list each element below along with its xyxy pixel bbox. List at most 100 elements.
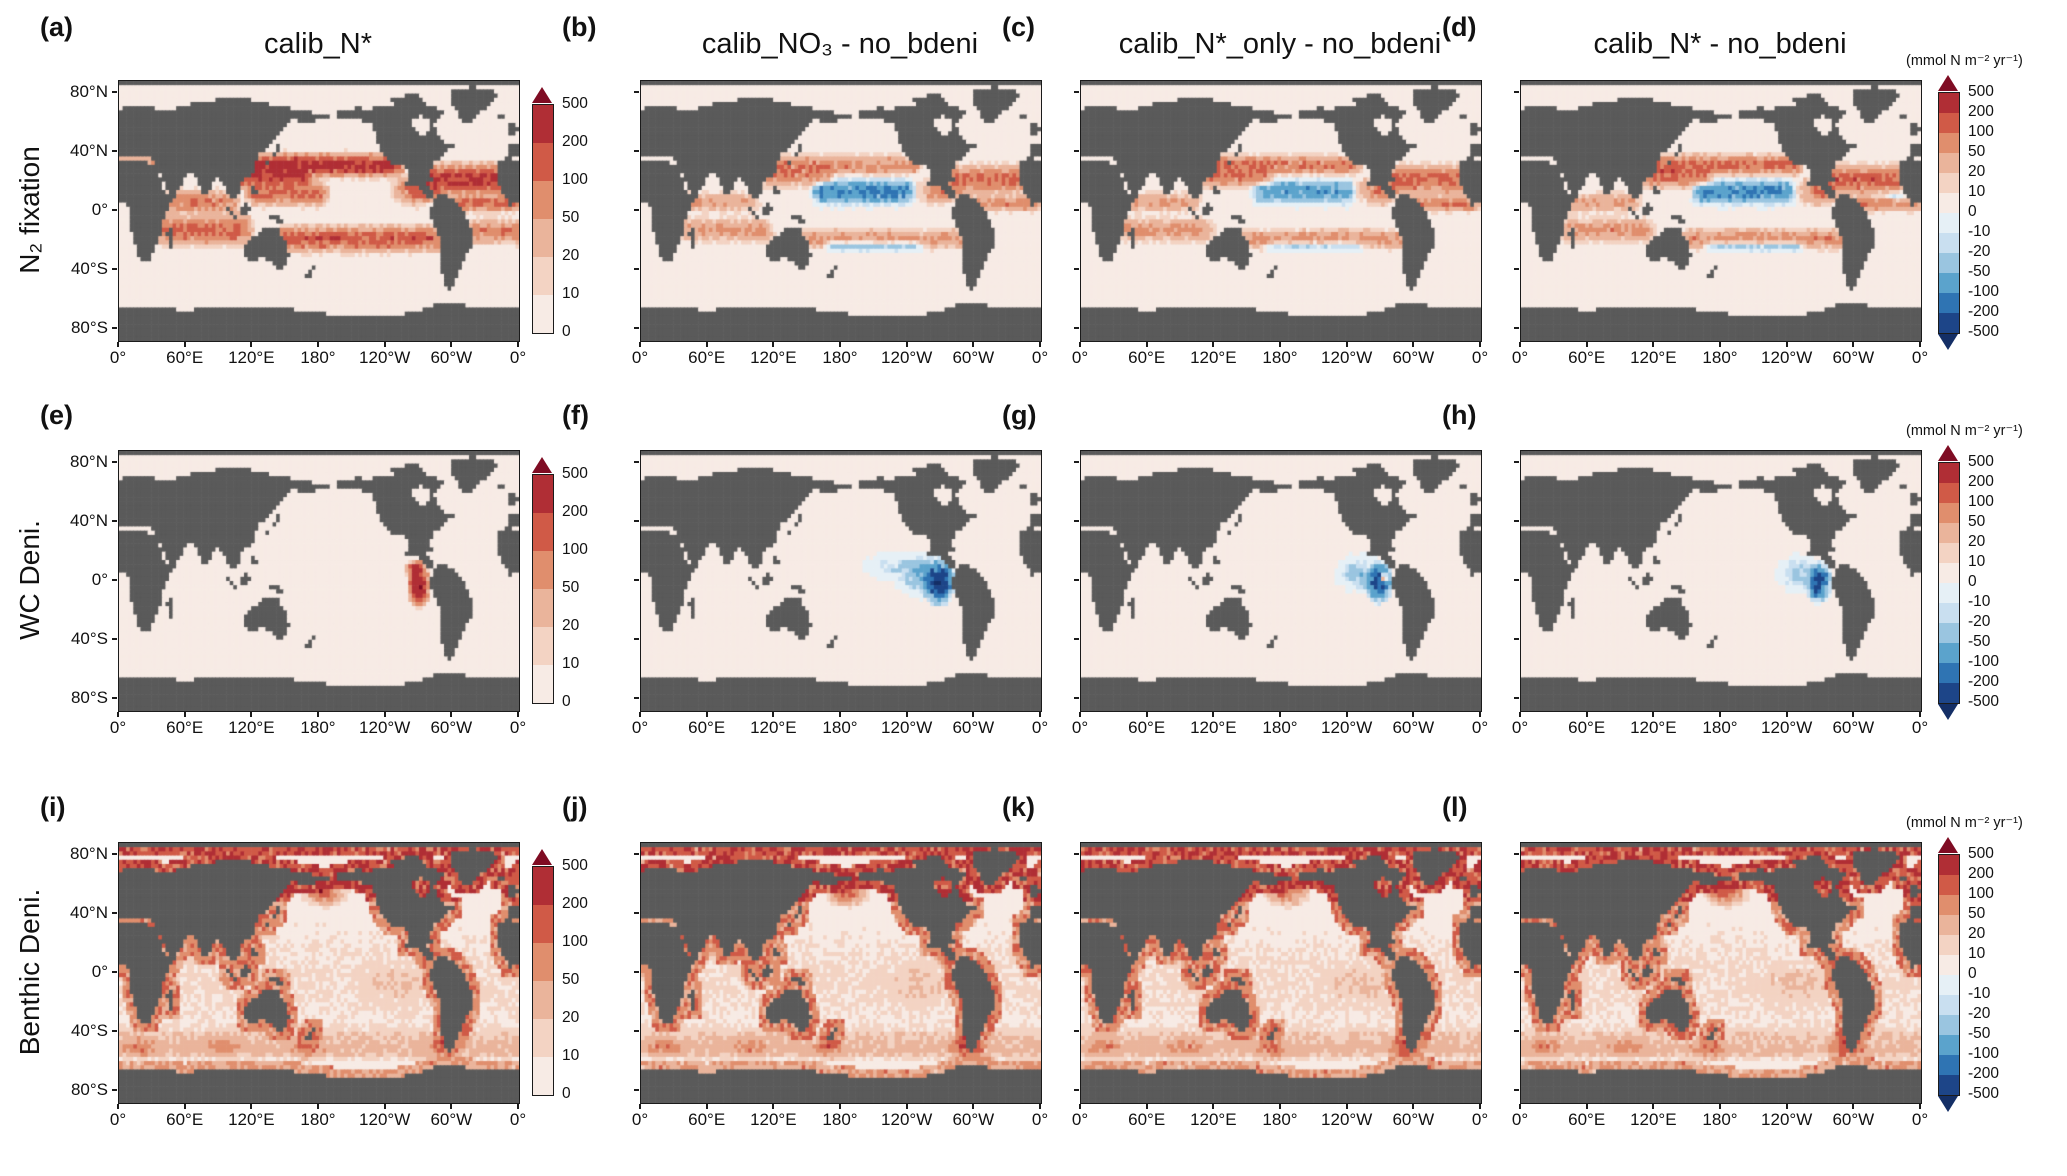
colorbar-tick-label: -50 [1968, 263, 1991, 280]
x-tick-mark [972, 342, 975, 347]
x-tick-label: 60°E [688, 1110, 726, 1129]
colorbar-segment [1939, 663, 1959, 683]
colorbar-segment [1939, 995, 1959, 1015]
colorbar-tick-label: 50 [1968, 513, 1986, 530]
x-tick-mark [839, 342, 841, 347]
y-tick-label: 40°N [70, 140, 108, 160]
x-tick-mark [639, 342, 641, 347]
colorbar-tick-label: 20 [1968, 533, 1986, 550]
red-colorbar [532, 104, 554, 334]
colorbar-tick-label: 10 [562, 655, 580, 672]
y-tick-mark [634, 971, 639, 973]
x-tick-label: 60°E [1568, 348, 1606, 367]
x-tick-mark [1585, 1104, 1588, 1109]
colorbar-tick-label: 10 [562, 1047, 580, 1064]
x-tick-label: 0° [631, 1110, 649, 1129]
colorbar-segment [1939, 523, 1959, 543]
colorbar-tick-label: 10 [1968, 553, 1986, 570]
x-tick-mark [1079, 342, 1081, 347]
y-tick-mark [634, 638, 639, 641]
colorbar-segment [1939, 975, 1959, 995]
y-tick-mark [1514, 90, 1519, 93]
colorbar-tick-label: -100 [1968, 1045, 2000, 1062]
x-tick-label: 120°W [359, 718, 411, 737]
y-tick-mark [1514, 852, 1519, 855]
x-tick-label: 60°E [1128, 348, 1166, 367]
colorbar-segment [1939, 483, 1959, 503]
y-tick-mark [634, 90, 639, 93]
x-tick-label: 180° [822, 348, 858, 367]
y-tick-mark [112, 519, 117, 522]
colorbar-segment [1939, 643, 1959, 663]
figure-row-2: WC Deni. (e) 0° 60°E 120°E 180° 120°W 60°W 0° 80°… [0, 392, 2067, 784]
colorbar-segment [1939, 915, 1959, 935]
colorbar-segment [1939, 935, 1959, 955]
x-tick-mark [1852, 342, 1855, 347]
x-tick-label: 0° [1511, 718, 1529, 737]
x-tick-mark [1719, 712, 1721, 717]
y-tick-mark [1514, 209, 1519, 211]
colorbar-segment [1939, 193, 1959, 213]
x-tick-label: 60°W [430, 348, 473, 367]
x-tick-mark [117, 712, 119, 717]
y-tick-mark [112, 149, 117, 152]
colorbar-segment [533, 1057, 553, 1095]
colorbar-tick-label: 200 [562, 503, 588, 520]
x-tick-mark [1345, 1104, 1348, 1109]
x-tick-mark [705, 1104, 708, 1109]
figure-row-1: N₂ fixation (a) calib_N* 0° 60°E 120°E 180° 120… [0, 0, 2067, 392]
y-tick-label: 80°N [70, 843, 108, 863]
colorbar-segment [1939, 1075, 1959, 1095]
colorbar-segment [1939, 253, 1959, 273]
colorbar-segment [1939, 623, 1959, 643]
x-tick-label: 0° [1031, 1110, 1049, 1129]
x-tick-label: 120°W [1761, 1110, 1813, 1129]
x-tick-mark [1519, 342, 1521, 347]
colorbar-tick-label: 20 [562, 247, 580, 264]
colorbar-tick-label: 50 [1968, 905, 1986, 922]
x-tick-label: 60°W [1392, 718, 1435, 737]
red-colorbar [532, 474, 554, 704]
colorbar-tick-label: 0 [562, 1085, 571, 1102]
x-tick-mark [450, 1104, 453, 1109]
x-tick-label: 120°W [881, 718, 933, 737]
colorbar-segment [533, 143, 553, 181]
colorbar-tick-label: -200 [1968, 303, 2000, 320]
map-canvas-e [118, 450, 520, 712]
x-tick-label: 60°W [952, 1110, 995, 1129]
colorbar-tick-label: -500 [1968, 1085, 2000, 1102]
colorbar-segment [1939, 855, 1959, 875]
y-tick-mark [634, 327, 639, 330]
colorbar-tick-label: 0 [1968, 203, 1977, 220]
x-tick-mark [639, 712, 641, 717]
colorbar-segment [1939, 955, 1959, 975]
diverging-colorbar-arrow-up-icon [1938, 445, 1958, 461]
x-tick-label: 120°E [1190, 1110, 1237, 1129]
x-tick-mark [383, 712, 386, 717]
x-tick-mark [1785, 712, 1788, 717]
x-tick-label: 180° [1702, 1110, 1738, 1129]
x-tick-mark [1145, 712, 1148, 717]
x-tick-label: 60°W [1832, 348, 1875, 367]
x-tick-label: 60°E [1128, 718, 1166, 737]
y-tick-label: 0° [91, 962, 108, 981]
x-tick-mark [1719, 342, 1721, 347]
x-tick-mark [183, 1104, 186, 1109]
x-tick-mark [1412, 1104, 1415, 1109]
y-tick-mark [1074, 327, 1079, 330]
panel-letter: (d) [1442, 12, 1477, 42]
colorbar-tick-label: 200 [1968, 865, 1994, 882]
x-tick-mark [905, 342, 908, 347]
y-tick-mark [112, 1089, 117, 1092]
y-tick-mark [1074, 1089, 1079, 1092]
colorbar-tick-label: -50 [1968, 633, 1991, 650]
y-tick-mark [1514, 911, 1519, 914]
colorbar-tick-label: 20 [1968, 925, 1986, 942]
y-tick-mark [1074, 697, 1079, 700]
x-tick-mark [383, 342, 386, 347]
y-tick-mark [1514, 1089, 1519, 1092]
colorbar-tick-label: -500 [1968, 323, 2000, 340]
colorbar-segment [1939, 683, 1959, 703]
column-title: calib_N* [264, 28, 372, 60]
x-tick-mark [1039, 342, 1041, 347]
